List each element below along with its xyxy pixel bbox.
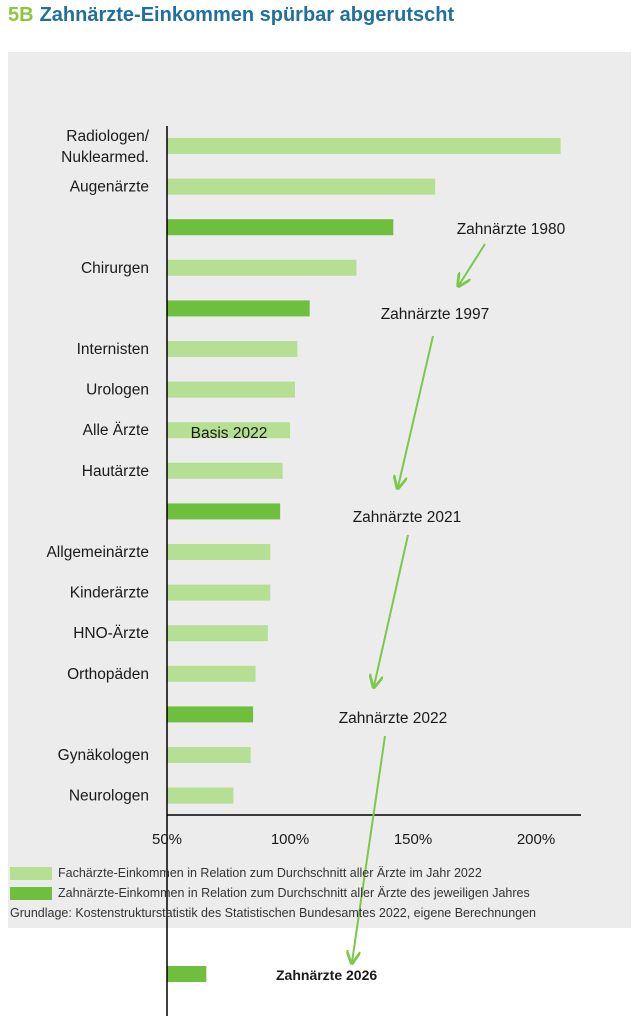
legend-item-light: Fachärzte-Einkommen in Relation zum Durc… xyxy=(10,866,482,881)
trend-arrow xyxy=(352,735,386,962)
category-label-augenärzte: Augenärzte xyxy=(70,179,149,196)
label-zahnaerzte-2026: Zahnärzte 2026 xyxy=(276,967,377,983)
bar-radiologen-nuklearmed xyxy=(167,138,561,154)
bar-hautärzte xyxy=(167,462,283,479)
x-tick-label: 200% xyxy=(517,831,555,848)
category-label-chirurgen: Chirurgen xyxy=(81,260,149,277)
category-label-hno-ärzte: HNO-Ärzte xyxy=(73,625,149,642)
annotation-basis-2022: Basis 2022 xyxy=(191,425,268,442)
legend-swatch-light xyxy=(10,867,52,881)
bar-zahnaerzte-9 xyxy=(167,503,281,520)
bar-urologen xyxy=(167,381,295,398)
bar-allgemeinärzte xyxy=(167,544,271,560)
bar-chirurgen xyxy=(167,259,357,276)
bar-augenärzte xyxy=(167,178,436,195)
bar-hno-ärzte xyxy=(167,625,268,642)
category-label-kinderärzte: Kinderärzte xyxy=(70,585,149,602)
bar-gynäkologen xyxy=(167,747,251,763)
legend-text-dark: Zahnärzte-Einkommen in Relation zum Durc… xyxy=(58,886,530,900)
category-label-radiologen-nuklearmed: Radiologen/Nuklearmed. xyxy=(61,128,150,166)
annotation-zahnärzte-1980: Zahnärzte 1980 xyxy=(457,221,566,238)
category-label-neurologen: Neurologen xyxy=(69,788,149,805)
bar-zahnaerzte-2026 xyxy=(167,966,207,982)
category-label-line: Nuklearmed. xyxy=(61,149,149,166)
bar-zahnaerzte-4 xyxy=(167,300,310,317)
annotation-zahnärzte-1997: Zahnärzte 1997 xyxy=(381,306,490,323)
bar-orthopäden xyxy=(167,665,256,682)
category-label-gynäkologen: Gynäkologen xyxy=(58,747,149,764)
x-tick-label: 100% xyxy=(271,831,309,848)
category-label-orthopäden: Orthopäden xyxy=(67,666,149,683)
x-tick-label: 150% xyxy=(394,831,432,848)
category-label-allgemeinärzte: Allgemeinärzte xyxy=(46,544,149,561)
legend-text-light: Fachärzte-Einkommen in Relation zum Durc… xyxy=(58,866,482,880)
bar-zahnaerzte-2 xyxy=(167,219,394,236)
chart-title: 5B Zahnärzte-Einkommen spürbar abgerutsch… xyxy=(8,4,454,27)
trend-arrow xyxy=(398,335,434,487)
bar-kinderärzte xyxy=(167,584,271,601)
legend-item-dark: Zahnärzte-Einkommen in Relation zum Durc… xyxy=(10,886,530,901)
category-label-hautärzte: Hautärzte xyxy=(82,463,149,480)
figure-title: Zahnärzte-Einkommen spürbar abgerutscht xyxy=(39,4,455,26)
bar-alle-ärzte xyxy=(167,422,290,439)
bar-zahnaerzte-14 xyxy=(167,706,254,723)
chart-panel xyxy=(8,52,631,928)
legend-swatch-dark xyxy=(10,887,52,901)
figure-number: 5B xyxy=(8,4,34,26)
source-note: Grundlage: Kostenstrukturstatistik des S… xyxy=(10,906,537,920)
category-label-internisten: Internisten xyxy=(77,341,149,358)
category-label-urologen: Urologen xyxy=(86,382,149,399)
annotation-zahnärzte-2021: Zahnärzte 2021 xyxy=(353,509,462,526)
annotation-zahnärzte-2022: Zahnärzte 2022 xyxy=(339,710,448,727)
x-tick-label: 50% xyxy=(152,831,182,848)
category-label-alle-ärzte: Alle Ärzte xyxy=(83,422,149,439)
trend-arrow xyxy=(374,534,409,686)
bar-neurologen xyxy=(167,787,234,804)
category-label-line: Radiologen/ xyxy=(66,128,149,145)
bar-internisten xyxy=(167,341,298,357)
trend-arrow xyxy=(459,243,486,285)
